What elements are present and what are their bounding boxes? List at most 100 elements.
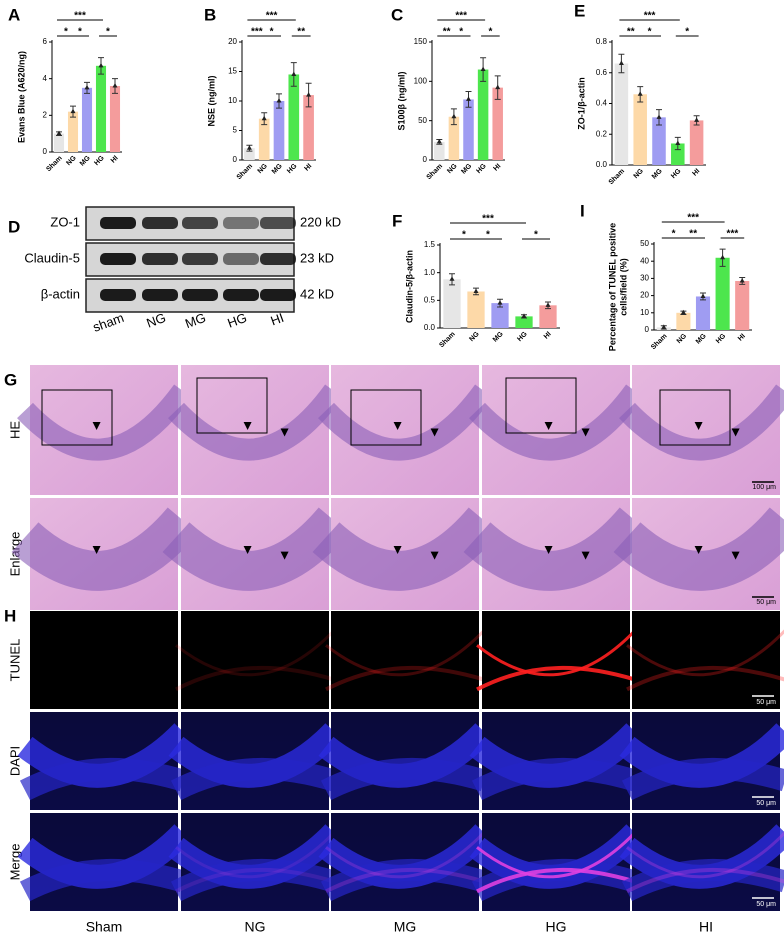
y-tick-label: 10 xyxy=(228,96,237,105)
tissue-band xyxy=(175,629,336,677)
x-tick-label: HI xyxy=(303,163,313,173)
bar xyxy=(273,101,285,160)
blot-band xyxy=(182,253,218,265)
scale-bar-label: 50 μm xyxy=(756,901,776,908)
arrowhead xyxy=(280,551,289,560)
tissue-band xyxy=(469,384,644,461)
point xyxy=(261,115,267,121)
point xyxy=(70,108,76,114)
blot-band xyxy=(260,253,296,265)
y-tick-label: 50 xyxy=(640,239,649,248)
x-tick-label: HG xyxy=(715,332,728,345)
blot-lane: sham xyxy=(91,310,126,335)
fluorescence-image xyxy=(181,611,329,709)
y-tick-label: 0.8 xyxy=(596,37,608,46)
point xyxy=(521,313,527,318)
tissue-band xyxy=(325,665,485,692)
y-axis-label: Claudin-5/β-actin xyxy=(404,250,414,323)
tissue-band xyxy=(613,507,784,591)
zoom-box xyxy=(505,377,577,434)
panel-letter: H xyxy=(4,606,16,625)
y-axis-label: cells/field (%) xyxy=(618,258,628,316)
bar xyxy=(95,65,107,152)
arrowhead xyxy=(243,422,252,430)
blot-band xyxy=(223,217,259,229)
blot-band xyxy=(223,253,259,265)
y-tick-label: 1.5 xyxy=(424,240,436,249)
tissue-band xyxy=(476,629,637,677)
bar xyxy=(448,116,460,160)
bar xyxy=(715,257,730,330)
y-tick-label: 0 xyxy=(233,155,238,164)
arrowhead xyxy=(544,422,553,430)
tissue-band xyxy=(626,831,784,879)
tissue-band xyxy=(476,831,637,879)
significance-label: *** xyxy=(482,214,494,225)
bar xyxy=(434,141,445,160)
bar xyxy=(539,305,557,328)
bar xyxy=(109,86,121,152)
row-label: HE xyxy=(7,421,22,439)
significance-label: * xyxy=(78,27,82,38)
tissue-band xyxy=(325,867,485,894)
point xyxy=(739,277,745,283)
bar xyxy=(515,316,533,328)
tissue-band xyxy=(621,757,784,801)
x-tick-label: MG xyxy=(460,162,473,175)
significance-label: * xyxy=(486,230,490,241)
bar xyxy=(614,63,629,165)
column-label: HG xyxy=(546,919,567,935)
x-tick-label: HI xyxy=(493,163,503,173)
y-tick-label: 1.0 xyxy=(424,268,436,277)
significance-label: ** xyxy=(297,27,305,38)
x-tick-label: MG xyxy=(271,162,284,175)
arrowhead xyxy=(581,551,590,560)
tissue-band xyxy=(175,867,335,894)
point xyxy=(291,71,297,76)
x-tick-label: Sham xyxy=(650,333,668,351)
y-tick-label: 10 xyxy=(640,308,649,317)
arrowhead xyxy=(92,546,101,554)
significance-label: ** xyxy=(689,229,697,240)
y-tick-label: 0.0 xyxy=(596,160,608,169)
y-tick-label: 20 xyxy=(640,291,649,300)
point xyxy=(246,145,252,150)
fluorescence-image xyxy=(331,611,479,709)
row-label: Merge xyxy=(7,844,22,881)
tissue-band xyxy=(312,507,500,591)
bar xyxy=(492,87,503,160)
x-tick-label: HG xyxy=(286,162,299,175)
significance-label: *** xyxy=(727,229,739,240)
tissue-band xyxy=(626,665,784,692)
x-tick-label: NG xyxy=(633,167,646,180)
arrowhead xyxy=(694,546,703,554)
bar xyxy=(491,303,509,328)
x-tick-label: HG xyxy=(475,162,488,175)
tissue-band xyxy=(19,858,187,902)
fluorescence-image xyxy=(30,611,178,709)
point xyxy=(112,83,118,88)
point xyxy=(637,91,643,96)
tissue-band xyxy=(170,858,338,902)
row-label: DAPI xyxy=(7,746,22,776)
y-tick-label: 0 xyxy=(423,155,428,164)
point xyxy=(451,113,457,119)
bar xyxy=(689,120,704,165)
significance-label: *** xyxy=(266,11,278,22)
blot-lane: HG xyxy=(225,310,248,331)
zoom-box xyxy=(196,377,268,434)
blot-protein: β-actin xyxy=(41,286,80,301)
bar xyxy=(303,95,314,160)
tissue-band xyxy=(17,384,192,461)
blot-band xyxy=(260,289,296,301)
point xyxy=(497,300,503,305)
x-tick-label: HI xyxy=(543,331,553,341)
fluorescence-image xyxy=(632,611,780,709)
y-tick-label: 4 xyxy=(43,74,48,83)
blot-size: 42 kD xyxy=(300,286,334,301)
arrowhead xyxy=(731,551,740,560)
zoom-box xyxy=(41,389,113,446)
blot-lane: NG xyxy=(144,310,167,331)
x-tick-label: Sham xyxy=(426,163,444,181)
